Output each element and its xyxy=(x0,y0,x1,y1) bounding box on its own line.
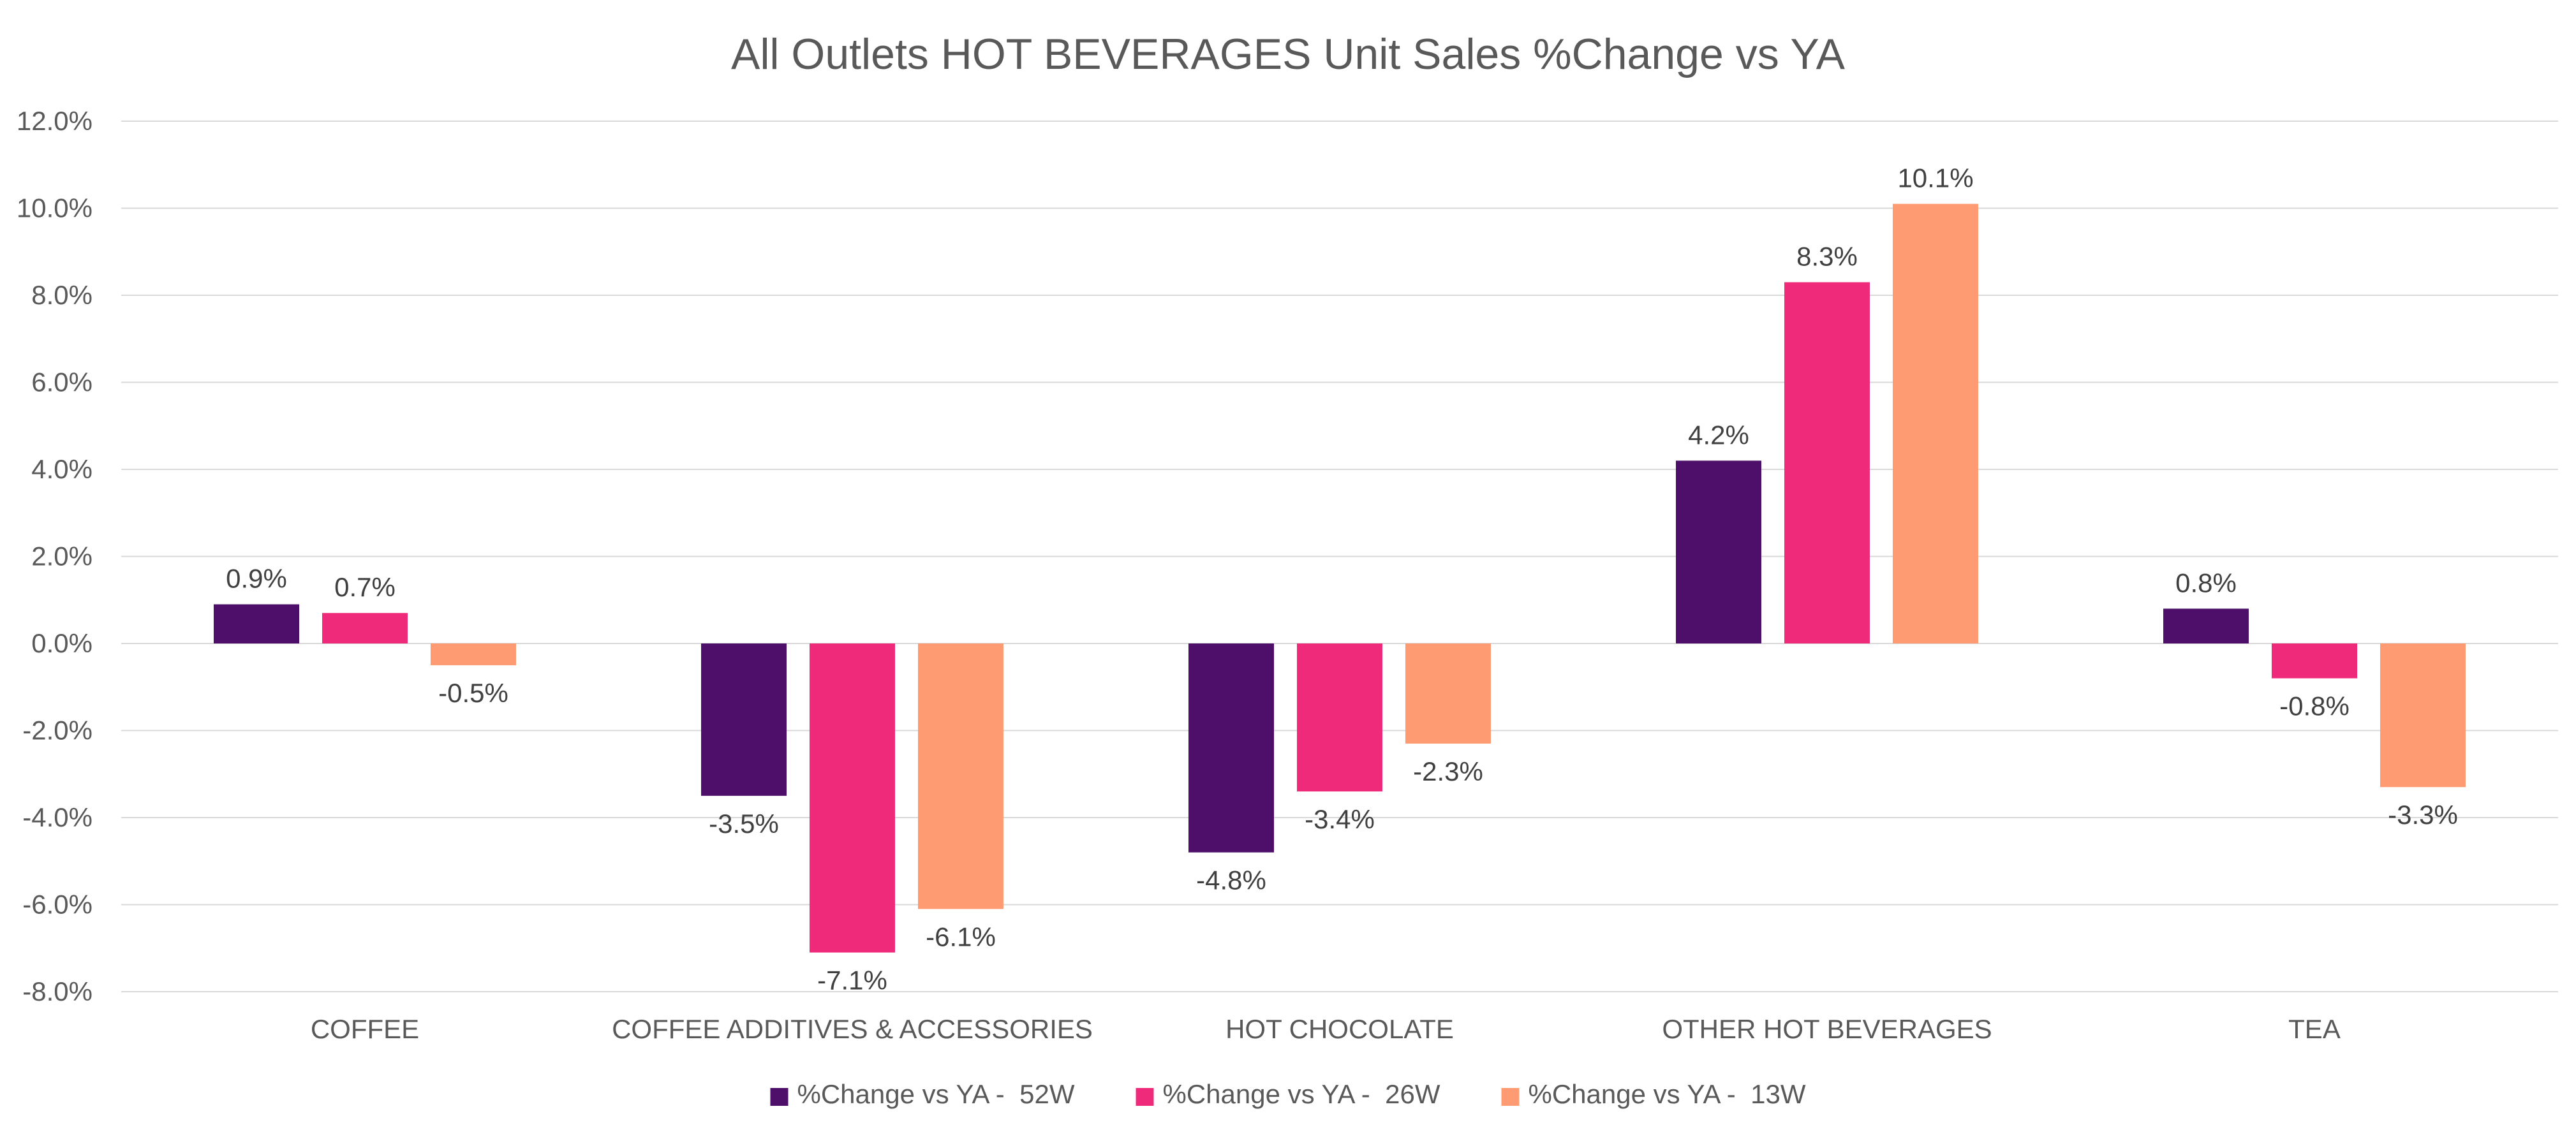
data-label: -0.8% xyxy=(2279,691,2350,721)
legend-swatch xyxy=(1136,1088,1154,1106)
bar xyxy=(2272,643,2357,679)
y-tick-label: -4.0% xyxy=(22,802,93,832)
data-label: -3.3% xyxy=(2388,800,2458,830)
bars xyxy=(214,203,2466,953)
y-tick-label: 2.0% xyxy=(31,541,93,571)
y-tick-label: 0.0% xyxy=(31,628,93,658)
legend-swatch xyxy=(1501,1088,1520,1106)
x-category-label: COFFEE xyxy=(311,1014,419,1044)
y-tick-label: -2.0% xyxy=(22,716,93,746)
data-label: -3.5% xyxy=(709,809,779,839)
bar xyxy=(1893,203,1978,643)
y-tick-label: 6.0% xyxy=(31,367,93,397)
bar xyxy=(2380,643,2466,788)
bar xyxy=(1188,643,1274,853)
legend-item: %Change vs YA - 13W xyxy=(1501,1079,1806,1109)
bar xyxy=(918,643,1003,909)
bar xyxy=(431,643,516,666)
x-category-label: HOT CHOCOLATE xyxy=(1225,1014,1454,1044)
bar xyxy=(810,643,895,953)
data-labels: 0.9% 0.7% -0.5% -3.5% -7.1% -6.1% -4.8% -3.4% -2… xyxy=(226,163,2458,996)
data-label: 8.3% xyxy=(1796,242,1858,272)
gridlines xyxy=(121,121,2558,992)
bar xyxy=(1676,460,1761,643)
data-label: -7.1% xyxy=(817,966,887,996)
chart-title: All Outlets HOT BEVERAGES Unit Sales %Ch… xyxy=(731,30,1846,78)
x-category-label: TEA xyxy=(2288,1014,2341,1044)
bar xyxy=(1405,643,1491,744)
legend-item: %Change vs YA - 52W xyxy=(770,1079,1075,1109)
y-tick-label: 4.0% xyxy=(31,454,93,484)
bar xyxy=(214,604,299,643)
bar xyxy=(1297,643,1382,792)
y-axis-ticks: -8.0% -6.0% -4.0% -2.0% 0.0% 2.0% 4.0% 6.0% 8.0%… xyxy=(17,106,93,1006)
legend-item: %Change vs YA - 26W xyxy=(1136,1079,1440,1109)
data-label: 0.7% xyxy=(334,572,396,602)
x-axis-categories: COFFEE COFFEE ADDITIVES & ACCESSORIES HOT … xyxy=(311,1014,2341,1044)
y-tick-label: -8.0% xyxy=(22,976,93,1006)
data-label: -4.8% xyxy=(1196,865,1266,895)
legend-label: %Change vs YA - 26W xyxy=(1163,1079,1440,1109)
y-tick-label: 8.0% xyxy=(31,280,93,310)
bar xyxy=(2163,608,2249,643)
legend-label: %Change vs YA - 52W xyxy=(797,1079,1075,1109)
y-tick-label: -6.0% xyxy=(22,890,93,920)
data-label: 0.9% xyxy=(226,564,287,594)
data-label: -6.1% xyxy=(926,922,996,952)
y-tick-label: 10.0% xyxy=(17,193,93,223)
bar xyxy=(701,643,787,796)
data-label: 10.1% xyxy=(1897,163,1973,193)
legend: %Change vs YA - 52W %Change vs YA - 26W %C… xyxy=(770,1079,1806,1109)
data-label: 4.2% xyxy=(1688,420,1749,450)
data-label: 0.8% xyxy=(2175,568,2237,598)
legend-label: %Change vs YA - 13W xyxy=(1529,1079,1806,1109)
data-label: -2.3% xyxy=(1413,756,1483,786)
bar xyxy=(1784,282,1870,643)
legend-swatch xyxy=(770,1088,788,1106)
y-tick-label: 12.0% xyxy=(17,106,93,136)
data-label: -3.4% xyxy=(1305,804,1375,834)
x-category-label: COFFEE ADDITIVES & ACCESSORIES xyxy=(612,1014,1093,1044)
data-label: -0.5% xyxy=(438,678,508,708)
bar xyxy=(322,613,408,643)
x-category-label: OTHER HOT BEVERAGES xyxy=(1662,1014,1992,1044)
